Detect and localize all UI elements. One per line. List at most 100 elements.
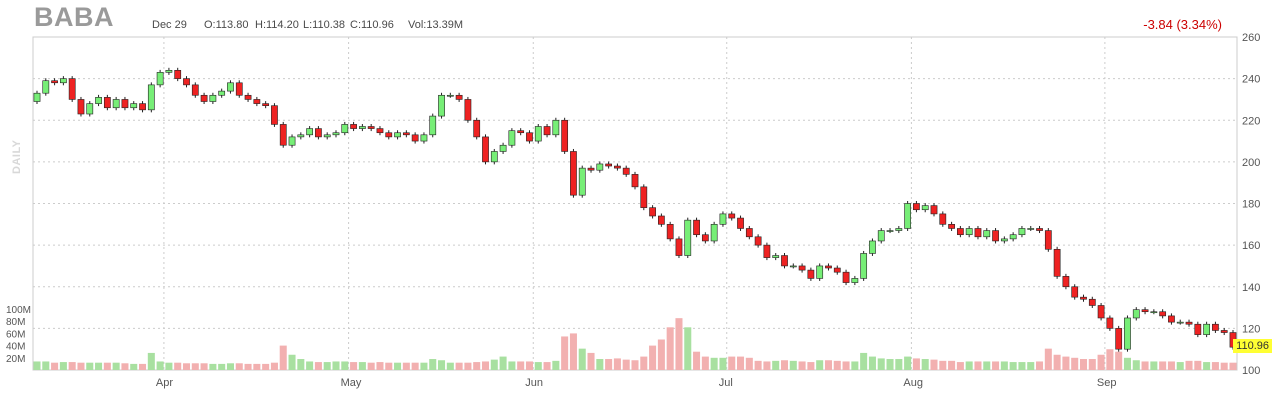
x-tick-label: Apr <box>156 377 173 389</box>
volume-bar <box>86 362 94 370</box>
candle-body <box>684 219 692 256</box>
candle-body <box>183 78 190 86</box>
candle-body <box>95 97 102 104</box>
volume-bar <box>464 362 472 370</box>
volume-bar <box>446 362 454 370</box>
volume-bar <box>780 360 789 370</box>
volume-bar <box>385 362 393 370</box>
volume-bar <box>860 352 868 370</box>
volume-bar <box>737 356 745 370</box>
x-tick-label: May <box>341 377 362 389</box>
volume-bar <box>798 361 806 370</box>
candle-body <box>719 213 727 225</box>
x-tick-label: Aug <box>903 377 923 389</box>
volume-bar <box>877 358 885 370</box>
volume-bar <box>270 362 278 370</box>
candle-body <box>359 126 366 129</box>
candle-body <box>701 234 709 242</box>
candle-body <box>508 130 516 146</box>
candle-body <box>367 126 375 129</box>
candle-body <box>464 99 472 121</box>
volume-bar <box>473 362 481 370</box>
candle-body <box>77 99 85 115</box>
candle-body <box>103 97 111 109</box>
candle-body <box>1036 228 1043 231</box>
volume-bar <box>1211 362 1219 370</box>
volume-bar <box>438 360 446 370</box>
volume-bar <box>367 362 375 370</box>
candle-body <box>807 269 815 279</box>
candle-body <box>130 103 138 109</box>
volume-bar <box>992 361 1000 370</box>
volume-bar <box>103 362 111 370</box>
volume-bar <box>684 327 692 370</box>
candle-body <box>1159 311 1167 317</box>
candle-body <box>1000 238 1008 242</box>
volume-bar <box>1018 362 1026 370</box>
x-axis-labels: AprMayJunJulAugSepOctNovDec <box>156 377 1117 389</box>
volume-bar <box>1036 361 1044 370</box>
candle-body <box>877 230 885 242</box>
volume-bar <box>921 359 929 370</box>
candle-body <box>825 265 832 269</box>
volume-bar <box>552 360 560 370</box>
volume-bar <box>481 361 490 370</box>
volume-bar <box>930 359 938 370</box>
candle-body <box>174 70 182 79</box>
volume-bar <box>1220 362 1228 370</box>
candle-body <box>306 128 313 136</box>
candle-body <box>1071 286 1079 298</box>
candlesticks <box>33 67 1237 352</box>
volume-bar <box>226 363 234 370</box>
volume-bar <box>77 362 85 370</box>
volume-bar <box>772 360 780 370</box>
volume-bar <box>613 358 621 370</box>
candle-body <box>385 132 393 138</box>
volume-bar <box>429 359 437 370</box>
volume-bar <box>323 362 331 370</box>
candle-body <box>921 205 929 211</box>
candle-body <box>869 240 876 254</box>
grid-lines <box>32 36 1238 371</box>
volume-bar <box>59 362 67 370</box>
volume-bar <box>1115 351 1123 370</box>
volume-bar <box>95 362 103 370</box>
y-axis-labels: 100 120 140 160 180 200 220 240 260 <box>1242 32 1260 377</box>
candle-body <box>614 165 621 169</box>
candle-body <box>596 163 604 171</box>
candle-body <box>658 215 665 225</box>
volume-bar <box>596 359 604 370</box>
volume-bar <box>693 351 701 370</box>
candle-body <box>992 230 999 242</box>
volume-bar <box>895 359 903 370</box>
candle-body <box>394 132 401 138</box>
candle-body <box>1132 309 1140 319</box>
candle-body <box>939 213 947 225</box>
candle-body <box>420 134 428 142</box>
volume-bar <box>1000 361 1008 370</box>
volume-bar <box>244 363 252 370</box>
candle-body <box>332 132 340 136</box>
volume-bar <box>833 360 841 370</box>
volume-bar <box>543 362 551 370</box>
candle-body <box>666 224 674 240</box>
candle-body <box>728 213 736 219</box>
volume-bar <box>912 358 920 370</box>
candle-body <box>191 84 199 96</box>
volume-tick-label: 60M <box>6 329 25 340</box>
volume-bar <box>314 362 322 370</box>
volume-bar <box>508 361 516 370</box>
candle-body <box>121 99 129 109</box>
volume-bar <box>1079 359 1088 370</box>
candle-body <box>1027 228 1035 230</box>
candle-body <box>350 124 357 129</box>
volume-bar <box>649 345 657 370</box>
candle-body <box>1185 321 1193 325</box>
candle-body <box>842 271 850 283</box>
candle-body <box>737 217 744 229</box>
candle-body <box>156 72 164 86</box>
candle-body <box>1044 230 1052 250</box>
candle-body <box>402 132 410 136</box>
volume-bar <box>341 361 349 370</box>
